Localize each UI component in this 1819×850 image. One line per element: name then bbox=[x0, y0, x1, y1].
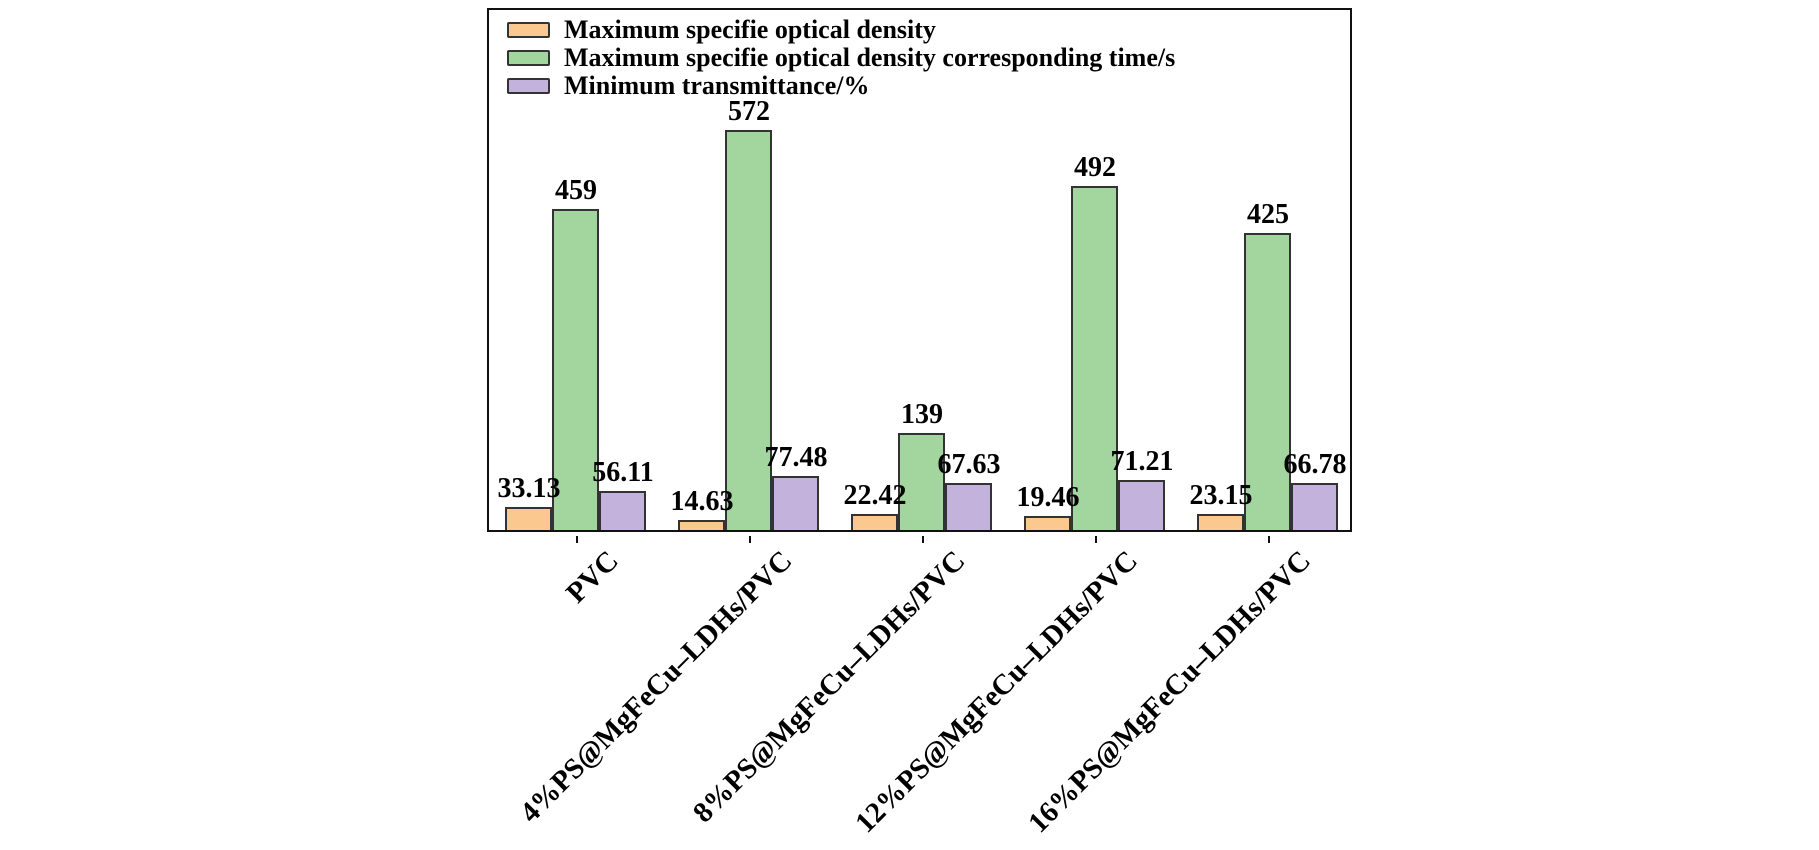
bar-value-label: 492 bbox=[1074, 152, 1116, 183]
x-tick bbox=[576, 536, 578, 543]
bar-purple-4 bbox=[1118, 480, 1165, 530]
bar-value-label: 459 bbox=[555, 175, 597, 206]
x-tick-label: 12%PS@MgFeCu–LDHs/PVC bbox=[849, 544, 1145, 840]
x-tick-label: 4%PS@MgFeCu–LDHs/PVC bbox=[513, 544, 799, 829]
bars-layer: 33.13 459 56.11 14.63 572 77.48 22.42 139 67.63 1… bbox=[489, 10, 1350, 530]
x-tick bbox=[1268, 536, 1270, 543]
x-tick bbox=[922, 536, 924, 543]
bar-green-1 bbox=[552, 209, 599, 530]
legend-swatch-orange bbox=[507, 22, 550, 38]
bar-value-label: 71.21 bbox=[1110, 446, 1174, 477]
legend-label: Maximum specifie optical density corresp… bbox=[564, 43, 1176, 72]
bar-value-label: 572 bbox=[728, 96, 770, 127]
bar-purple-1 bbox=[599, 491, 646, 530]
bar-orange-4 bbox=[1024, 516, 1071, 530]
bar-value-label: 33.13 bbox=[497, 473, 561, 504]
bar-orange-3 bbox=[851, 514, 898, 530]
bar-value-label: 19.46 bbox=[1016, 482, 1080, 513]
legend-item-corresponding-time: Maximum specifie optical density corresp… bbox=[507, 44, 1175, 72]
bar-orange-5 bbox=[1197, 514, 1244, 530]
bar-value-label: 77.48 bbox=[764, 442, 828, 473]
legend-swatch-green bbox=[507, 50, 550, 66]
legend-swatch-purple bbox=[507, 78, 550, 94]
bar-orange-2 bbox=[678, 520, 725, 530]
x-tick-label: PVC bbox=[560, 544, 626, 610]
bar-purple-2 bbox=[772, 476, 819, 530]
x-tick bbox=[1095, 536, 1097, 543]
legend-label: Maximum specifie optical density bbox=[564, 15, 936, 44]
legend: Maximum specifie optical density Maximum… bbox=[507, 16, 1175, 100]
x-tick-label: 16%PS@MgFeCu–LDHs/PVC bbox=[1022, 544, 1318, 840]
bar-purple-5 bbox=[1291, 483, 1338, 530]
bar-green-2 bbox=[725, 130, 772, 530]
bar-value-label: 56.11 bbox=[592, 457, 654, 488]
bar-value-label: 22.42 bbox=[843, 480, 907, 511]
bar-value-label: 23.15 bbox=[1189, 480, 1253, 511]
bar-value-label: 425 bbox=[1247, 199, 1289, 230]
bar-green-4 bbox=[1071, 186, 1118, 530]
x-tick bbox=[749, 536, 751, 543]
legend-label: Minimum transmittance/% bbox=[564, 71, 870, 100]
bar-value-label: 67.63 bbox=[937, 449, 1001, 480]
bar-value-label: 66.78 bbox=[1283, 449, 1347, 480]
bar-value-label: 139 bbox=[901, 399, 943, 430]
bar-value-label: 14.63 bbox=[670, 486, 734, 517]
plot-area: 33.13 459 56.11 14.63 572 77.48 22.42 139 67.63 1… bbox=[487, 8, 1352, 532]
bar-green-5 bbox=[1244, 233, 1291, 530]
legend-item-min-transmittance: Minimum transmittance/% bbox=[507, 72, 1175, 100]
bar-purple-3 bbox=[945, 483, 992, 530]
bar-orange-1 bbox=[505, 507, 552, 530]
legend-item-optical-density: Maximum specifie optical density bbox=[507, 16, 1175, 44]
bar-green-3 bbox=[898, 433, 945, 530]
